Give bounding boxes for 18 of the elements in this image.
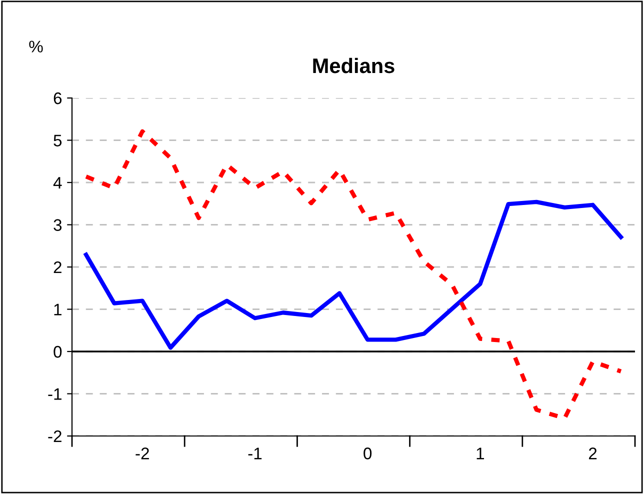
line-series	[84, 200, 624, 350]
chart-title: Medians	[313, 58, 394, 74]
x-tick-label: 0	[364, 448, 372, 460]
y-tick-label: 0	[54, 346, 62, 358]
x-tick-label: -1	[248, 448, 262, 460]
x-tick-label: 2	[588, 448, 597, 460]
text: %	[29, 40, 43, 52]
y-tick-label: 2	[54, 261, 62, 274]
y-tick-label: 3	[54, 219, 62, 231]
y-tick-label: 1	[54, 304, 62, 316]
x-tick-label: -2	[136, 448, 149, 460]
x-tick-label: 1	[476, 448, 484, 460]
y-tick-label: 5	[54, 134, 62, 146]
y-tick-label: 4	[53, 177, 62, 189]
y-tick-label: -1	[48, 388, 62, 400]
line-series	[84, 129, 624, 420]
y-tick-label: 6	[54, 92, 62, 104]
y-tick-label: -2	[48, 430, 62, 442]
